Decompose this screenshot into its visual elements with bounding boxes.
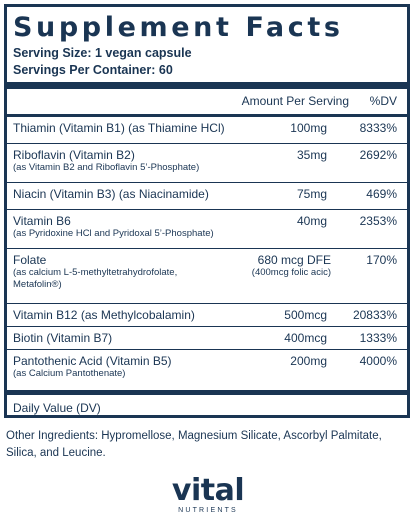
nutrient-name: Thiamin (Vitamin B1) (as Thiamine HCl) — [13, 121, 225, 135]
nutrient-row-thiamin: Thiamin (Vitamin B1) (as Thiamine HCl) 1… — [13, 117, 401, 143]
servings-per-container: Servings Per Container: 60 — [13, 63, 173, 77]
nutrient-row-riboflavin: Riboflavin (Vitamin B2) (as Vitamin B2 a… — [13, 144, 401, 182]
divider — [7, 182, 407, 183]
nutrient-row-pantothenic-acid: Pantothenic Acid (Vitamin B5) (as Calciu… — [13, 350, 401, 390]
nutrient-amount: 400mcg — [284, 331, 327, 345]
amount-per-serving-header: Amount Per Serving — [241, 94, 349, 108]
nutrient-row-biotin: Biotin (Vitamin B7) 400mcg 1333% — [13, 327, 401, 349]
nutrient-dv: 1333% — [359, 331, 397, 345]
nutrient-name: Vitamin B6 — [13, 214, 71, 228]
divider — [7, 349, 407, 350]
nutrient-source: (as Calcium Pantothenate) — [13, 368, 126, 379]
nutrient-row-niacin: Niacin (Vitamin B3) (as Niacinamide) 75m… — [13, 183, 401, 209]
other-ingredients: Other Ingredients: Hypromellose, Magnesi… — [6, 430, 382, 459]
divider — [7, 209, 407, 210]
logo-subtitle: NUTRIENTS — [178, 507, 238, 514]
nutrient-source-cont: Metafolin®) — [13, 279, 62, 290]
nutrient-name: Pantothenic Acid (Vitamin B5) — [13, 354, 172, 368]
supplement-facts-panel: Supplement Facts Serving Size: 1 vegan c… — [4, 4, 410, 418]
nutrient-amount: 100mg — [290, 121, 327, 135]
nutrient-dv: 20833% — [352, 308, 397, 322]
nutrient-amount: 35mg — [296, 148, 327, 162]
divider-header — [7, 114, 407, 117]
nutrient-name: Niacin (Vitamin B3) (as Niacinamide) — [13, 187, 209, 201]
brand-logo: vital NUTRIENTS — [0, 476, 416, 516]
nutrient-source: (as Pyridoxine HCl and Pyridoxal 5’-Phos… — [13, 228, 214, 239]
nutrient-source: (as calcium L-5-methyltetrahydrofolate, — [13, 267, 178, 278]
nutrient-amount: 500mcg — [284, 308, 327, 322]
nutrient-amount: 680 mcg DFE — [257, 253, 331, 267]
nutrient-name: Biotin (Vitamin B7) — [13, 331, 113, 345]
nutrient-amount: 200mg — [290, 354, 327, 368]
nutrient-dv: 2692% — [359, 148, 397, 162]
nutrient-name: Vitamin B12 (as Methylcobalamin) — [13, 308, 195, 322]
nutrient-amount: 40mg — [296, 214, 327, 228]
nutrient-amount-note: (400mcg folic acic) — [251, 267, 331, 278]
nutrient-name: Folate — [13, 253, 47, 267]
divider — [7, 303, 407, 304]
divider — [7, 248, 407, 249]
nutrient-dv: 469% — [366, 187, 397, 201]
serving-size: Serving Size: 1 vegan capsule — [13, 46, 192, 60]
nutrient-dv: 8333% — [359, 121, 397, 135]
dv-header: %DV — [369, 94, 397, 108]
divider-thick — [7, 82, 407, 89]
divider — [7, 143, 407, 144]
daily-value-footnote: Daily Value (DV) — [13, 401, 101, 415]
nutrient-name: Riboflavin (Vitamin B2) — [13, 148, 135, 162]
divider-bottom — [7, 390, 407, 395]
logo-wordmark: vital — [171, 473, 245, 508]
nutrient-dv: 4000% — [359, 354, 397, 368]
panel-title: Supplement Facts — [13, 12, 344, 43]
divider — [7, 326, 407, 327]
nutrient-row-vitamin-b6: Vitamin B6 (as Pyridoxine HCl and Pyrido… — [13, 210, 401, 248]
nutrient-row-folate: Folate (as calcium L-5-methyltetrahydrof… — [13, 249, 401, 303]
nutrient-source: (as Vitamin B2 and Riboflavin 5’-Phospha… — [13, 162, 200, 173]
column-header: Amount Per Serving %DV — [13, 89, 401, 114]
nutrient-dv: 2353% — [359, 214, 397, 228]
nutrient-dv: 170% — [366, 253, 397, 267]
nutrient-row-vitamin-b12: Vitamin B12 (as Methylcobalamin) 500mcg … — [13, 304, 401, 326]
nutrient-amount: 75mg — [296, 187, 327, 201]
